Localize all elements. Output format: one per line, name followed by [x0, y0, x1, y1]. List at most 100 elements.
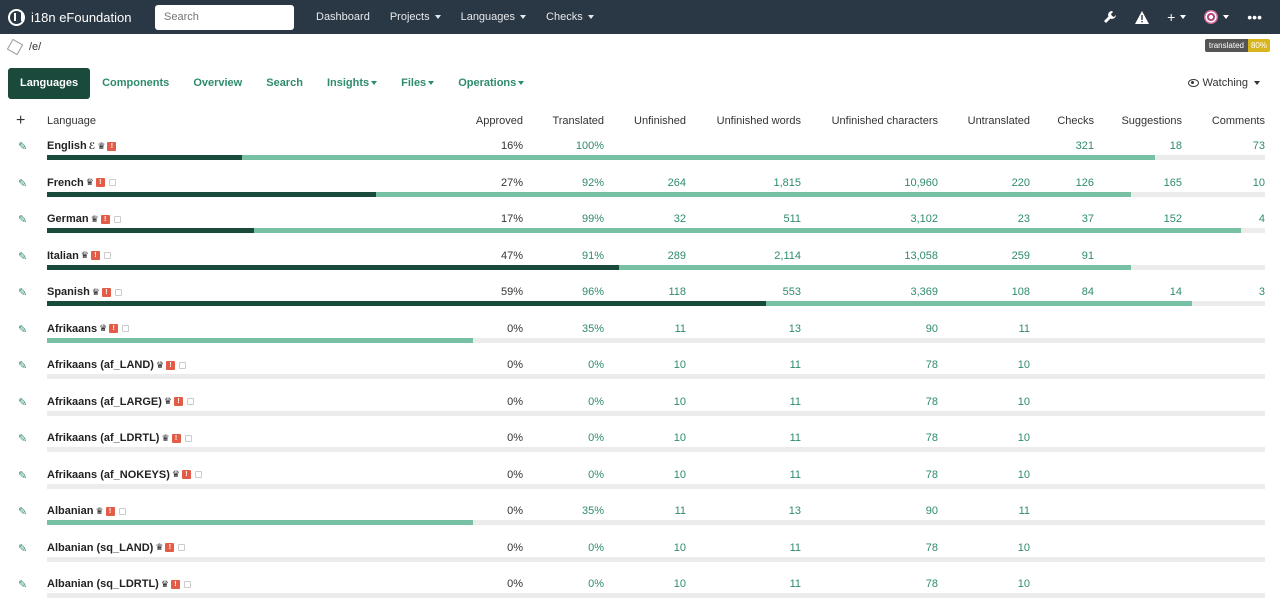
unfinished-words-cell[interactable]: 553	[782, 286, 801, 298]
pencil-icon[interactable]: ✎	[18, 506, 28, 518]
tab-insights[interactable]: Insights	[315, 68, 389, 99]
header-untranslated[interactable]: Untranslated	[967, 115, 1030, 127]
unfinished-characters-cell[interactable]: 90	[925, 505, 938, 517]
breadcrumb[interactable]: /e/	[29, 41, 42, 53]
translated-cell[interactable]: 92%	[581, 176, 604, 189]
unfinished-characters-cell[interactable]: 78	[925, 432, 938, 444]
checks-cell[interactable]: 91	[1081, 249, 1094, 262]
unfinished-cell[interactable]: 10	[673, 578, 686, 590]
unfinished-words-cell[interactable]: 11	[789, 468, 801, 481]
header-checks[interactable]: Checks	[1057, 115, 1094, 127]
header-language[interactable]: Language	[47, 115, 96, 127]
warning-icon[interactable]	[1135, 10, 1150, 24]
translated-cell[interactable]: 0%	[588, 432, 604, 444]
table-row[interactable]: ✎ Afrikaans (af_LARGE) ♛! 0% 0% 10 11 78 10	[0, 392, 1280, 429]
user-menu[interactable]	[1204, 10, 1230, 24]
approved-cell[interactable]: 0%	[507, 505, 523, 517]
language-cell[interactable]: Afrikaans ♛!	[47, 323, 130, 335]
tab-search[interactable]: Search	[266, 77, 303, 89]
wrench-icon[interactable]	[1103, 10, 1117, 24]
language-cell[interactable]: English ℰ ♛!	[47, 140, 117, 152]
unfinished-cell[interactable]: 289	[667, 249, 686, 262]
tab-components[interactable]: Components	[102, 77, 170, 89]
pencil-icon[interactable]: ✎	[18, 250, 28, 263]
header-unfinished[interactable]: Unfinished	[634, 115, 686, 127]
untranslated-cell[interactable]: 259	[1011, 249, 1030, 262]
comments-cell[interactable]: 73	[1252, 140, 1265, 152]
header-suggestions[interactable]: Suggestions	[1121, 115, 1182, 127]
unfinished-cell[interactable]: 10	[673, 468, 686, 481]
approved-cell[interactable]: 17%	[500, 213, 523, 225]
table-row[interactable]: ✎ Afrikaans (af_LDRTL) ♛! 0% 0% 10 11 78 10	[0, 428, 1280, 465]
unfinished-characters-cell[interactable]: 78	[925, 541, 938, 554]
table-row[interactable]: ✎ Afrikaans (af_NOKEYS) ♛! 0% 0% 10 11 78 10	[0, 465, 1280, 502]
approved-cell[interactable]: 0%	[507, 468, 523, 481]
translated-cell[interactable]: 0%	[588, 541, 604, 554]
table-row[interactable]: ✎ Spanish ♛! 59% 96% 118 553 3,369 108 84 14 3	[0, 282, 1280, 319]
translated-cell[interactable]: 99%	[581, 213, 604, 225]
language-cell[interactable]: German ♛!	[47, 213, 121, 225]
watching-button[interactable]: Watching	[1187, 77, 1272, 89]
approved-cell[interactable]: 27%	[500, 176, 523, 189]
untranslated-cell[interactable]: 10	[1017, 541, 1030, 554]
unfinished-cell[interactable]: 10	[673, 541, 686, 554]
translated-cell[interactable]: 96%	[581, 286, 604, 298]
approved-cell[interactable]: 0%	[507, 541, 523, 554]
untranslated-cell[interactable]: 10	[1017, 578, 1030, 590]
tab-files[interactable]: Files	[389, 68, 446, 99]
translated-cell[interactable]: 0%	[588, 468, 604, 481]
untranslated-cell[interactable]: 11	[1018, 505, 1030, 517]
table-row[interactable]: ✎ Albanian ♛! 0% 35% 11 13 90 11	[0, 501, 1280, 538]
approved-cell[interactable]: 0%	[507, 322, 523, 335]
table-row[interactable]: ✎ Afrikaans (af_LAND) ♛! 0% 0% 10 11 78 10	[0, 355, 1280, 392]
table-row[interactable]: ✎ Albanian (sq_LAND) ♛! 0% 0% 10 11 78 10	[0, 538, 1280, 575]
nav-dashboard[interactable]: Dashboard	[306, 0, 380, 34]
table-row[interactable]: ✎ Italian ♛! 47% 91% 289 2,114 13,058 259 91	[0, 246, 1280, 283]
pencil-icon[interactable]: ✎	[18, 542, 28, 555]
header-comments[interactable]: Comments	[1211, 115, 1265, 127]
checks-cell[interactable]: 126	[1075, 176, 1094, 189]
pencil-icon[interactable]: ✎	[18, 579, 28, 591]
search-input[interactable]	[155, 4, 294, 30]
pencil-icon[interactable]: ✎	[18, 214, 28, 226]
language-cell[interactable]: Spanish ♛!	[47, 286, 122, 298]
tab-overview[interactable]: Overview	[193, 77, 243, 89]
approved-cell[interactable]: 0%	[507, 395, 523, 408]
language-cell[interactable]: Afrikaans (af_LDRTL) ♛!	[47, 432, 192, 444]
approved-cell[interactable]: 16%	[500, 140, 523, 152]
unfinished-characters-cell[interactable]: 90	[925, 322, 938, 335]
unfinished-characters-cell[interactable]: 78	[925, 578, 938, 590]
suggestions-cell[interactable]: 165	[1163, 176, 1182, 189]
unfinished-cell[interactable]: 32	[673, 213, 686, 225]
approved-cell[interactable]: 47%	[500, 249, 523, 262]
unfinished-words-cell[interactable]: 11	[789, 359, 801, 371]
add-language-button[interactable]: +	[16, 112, 26, 129]
unfinished-cell[interactable]: 11	[674, 505, 686, 517]
unfinished-characters-cell[interactable]: 78	[925, 395, 938, 408]
untranslated-cell[interactable]: 11	[1018, 322, 1030, 335]
approved-cell[interactable]: 0%	[507, 432, 523, 444]
header-approved[interactable]: Approved	[475, 115, 523, 127]
unfinished-words-cell[interactable]: 11	[789, 432, 801, 444]
suggestions-cell[interactable]: 18	[1169, 140, 1182, 152]
translated-cell[interactable]: 0%	[588, 395, 604, 408]
unfinished-cell[interactable]: 10	[673, 432, 686, 444]
brand[interactable]: i18n eFoundation	[8, 8, 155, 26]
table-row[interactable]: ✎ French ♛! 27% 92% 264 1,815 10,960 220 126 165 10	[0, 173, 1280, 210]
header-unfinished-words[interactable]: Unfinished words	[716, 115, 801, 127]
pencil-icon[interactable]: ✎	[18, 360, 28, 372]
table-row[interactable]: ✎ Albanian (sq_LDRTL) ♛! 0% 0% 10 11 78 10	[0, 574, 1280, 599]
pencil-icon[interactable]: ✎	[18, 396, 28, 409]
checks-cell[interactable]: 84	[1081, 286, 1094, 298]
unfinished-cell[interactable]: 118	[668, 286, 686, 298]
suggestions-cell[interactable]: 152	[1163, 213, 1182, 225]
suggestions-cell[interactable]: 14	[1169, 286, 1182, 298]
language-cell[interactable]: Italian ♛!	[47, 250, 111, 262]
unfinished-cell[interactable]: 10	[673, 395, 686, 408]
nav-checks[interactable]: Checks	[536, 0, 604, 34]
language-cell[interactable]: French ♛!	[47, 177, 116, 189]
unfinished-words-cell[interactable]: 11	[789, 395, 801, 408]
unfinished-cell[interactable]: 11	[674, 322, 686, 335]
untranslated-cell[interactable]: 10	[1017, 432, 1030, 444]
comments-cell[interactable]: 10	[1252, 176, 1265, 189]
